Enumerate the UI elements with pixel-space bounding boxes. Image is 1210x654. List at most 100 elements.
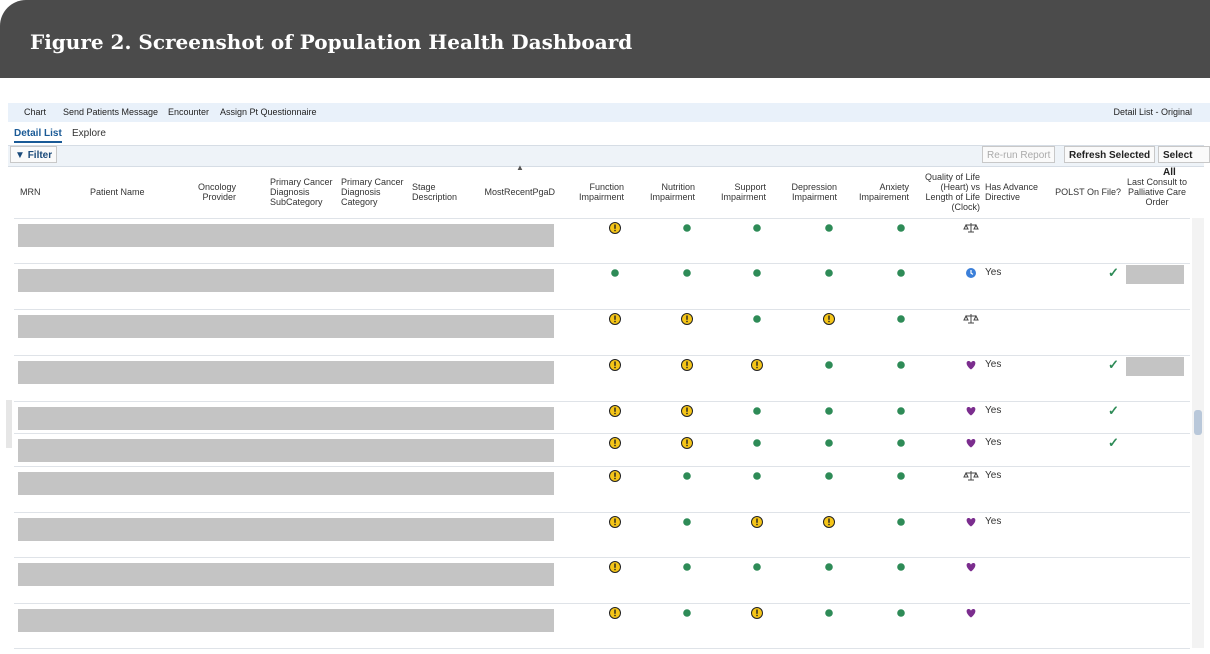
scroll-thumb[interactable]	[1194, 410, 1202, 435]
column-header: Function Impairment	[564, 166, 624, 218]
advance-directive: Yes	[985, 359, 1002, 370]
redacted-cells	[18, 472, 554, 495]
select-all-button[interactable]: Select All	[1158, 146, 1210, 178]
status-icon	[966, 608, 976, 618]
column-header-line: Quality of Life	[924, 172, 980, 182]
status-icon	[966, 268, 976, 278]
status-icon	[897, 518, 905, 526]
column-header-line: Impairement	[858, 192, 909, 202]
status-icon	[751, 359, 763, 371]
column-header: MostRecentPgaD	[470, 166, 555, 218]
column-header-line: (Heart) vs	[940, 182, 980, 192]
redacted-cells	[18, 224, 554, 247]
column-header-line: Palliative Care	[1127, 187, 1187, 197]
status-icon	[825, 407, 833, 415]
status-icon	[681, 437, 693, 449]
status-icon	[753, 439, 761, 447]
column-header-line: Anxiety	[879, 182, 909, 192]
status-icon	[897, 472, 905, 480]
column-header-line: Provider	[202, 192, 236, 202]
column-header-line: Length of Life	[925, 192, 980, 202]
status-icon	[751, 516, 763, 528]
status-icon	[966, 438, 976, 448]
status-icon	[966, 562, 976, 572]
polst-check: ✓	[1108, 357, 1119, 372]
column-header: Nutrition Impairment	[635, 166, 695, 218]
column-header-line: Primary Cancer	[270, 177, 333, 187]
redacted-cell	[1126, 357, 1184, 376]
tab[interactable]: Explore	[72, 128, 106, 139]
status-icon	[681, 359, 693, 371]
status-icon	[825, 563, 833, 571]
column-header: Anxiety Impairement	[849, 166, 909, 218]
row-divider	[14, 263, 1190, 264]
column-header: Stage Description	[412, 166, 482, 218]
column-header-line: Impairment	[720, 192, 766, 202]
status-icon	[609, 359, 621, 371]
column-header-line: Has Advance	[985, 182, 1039, 192]
status-icon	[966, 517, 976, 527]
column-header-line: Primary Cancer	[341, 177, 404, 187]
redacted-cells	[18, 439, 554, 462]
column-header-line: SubCategory	[270, 197, 323, 207]
toolbar-item[interactable]: Encounter	[168, 107, 210, 117]
column-header-line: Diagnosis	[270, 187, 310, 197]
status-icon	[681, 313, 693, 325]
toolbar-item[interactable]: Assign Pt Questionnaire	[220, 107, 317, 117]
view-selector[interactable]: Detail List - Original	[1113, 107, 1192, 117]
figure-banner	[0, 0, 1210, 78]
column-header-line: Description	[412, 192, 458, 202]
toolbar-item[interactable]: Send Patients Message	[63, 107, 159, 117]
status-icon	[753, 472, 761, 480]
status-icon	[897, 269, 905, 277]
toolbar-item[interactable]: Chart	[24, 107, 47, 117]
redacted-cells	[18, 609, 554, 632]
column-header-line: Directive	[985, 192, 1021, 202]
status-icon	[753, 563, 761, 571]
filter-button[interactable]: ▼ Filter	[10, 146, 58, 163]
column-header-line: Last Consult to	[1126, 177, 1188, 187]
advance-directive: Yes	[985, 470, 1002, 481]
toolbar: Chart Send Patients Message Encounter As…	[8, 103, 1210, 122]
status-icon	[825, 269, 833, 277]
column-header: Primary Cancer Diagnosis SubCategory	[270, 166, 340, 218]
column-header-line: Order	[1145, 197, 1169, 207]
status-icon	[823, 313, 835, 325]
status-icon	[966, 360, 976, 370]
status-icon	[683, 518, 691, 526]
status-icon	[609, 222, 621, 234]
status-icon	[825, 609, 833, 617]
column-header: Support Impairment	[706, 166, 766, 218]
status-icon	[683, 563, 691, 571]
status-icon	[609, 470, 621, 482]
status-icon	[609, 516, 621, 528]
column-header-line: Impairment	[578, 192, 624, 202]
polst-check: ✓	[1108, 403, 1119, 418]
row-divider	[14, 466, 1190, 467]
status-icon	[897, 609, 905, 617]
redacted-cells	[18, 407, 554, 430]
header-line	[14, 218, 1190, 219]
status-icon	[751, 607, 763, 619]
refresh-button[interactable]: Refresh Selected	[1064, 146, 1156, 163]
column-header: Last Consult to Palliative Care Order	[1122, 166, 1192, 218]
status-icon	[825, 224, 833, 232]
status-icon	[825, 361, 833, 369]
status-icon	[609, 313, 621, 325]
filter-label: Filter	[27, 150, 53, 161]
tab[interactable]: Detail List	[14, 128, 62, 143]
status-icon	[966, 406, 976, 416]
status-icon	[753, 315, 761, 323]
figure-title: Figure 2. Screenshot of Population Healt…	[30, 30, 633, 54]
column-header-line: Function	[589, 182, 624, 192]
redacted-cells	[18, 518, 554, 541]
status-icon	[897, 563, 905, 571]
column-header-line: Diagnosis	[341, 187, 381, 197]
status-icon	[963, 223, 979, 233]
status-icon	[897, 407, 905, 415]
column-header: Has Advance Directive	[985, 166, 1055, 218]
column-header: MRN	[20, 166, 80, 218]
rerun-button[interactable]: Re-run Report	[982, 146, 1056, 163]
column-header-line: Patient Name	[90, 187, 145, 197]
side-handle[interactable]	[6, 400, 12, 448]
